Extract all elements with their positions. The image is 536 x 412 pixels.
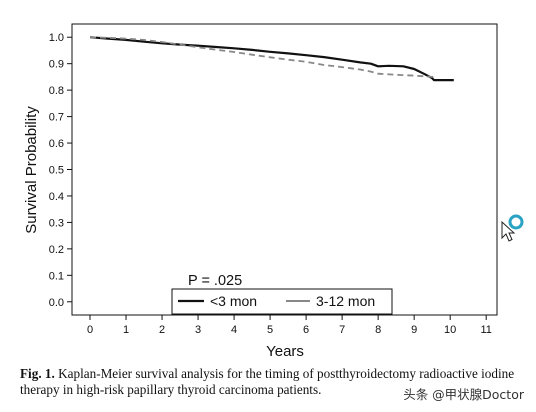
x-tick-label: 2: [159, 324, 165, 336]
y-axis-label: Survival Probability: [23, 106, 40, 234]
plot-frame: [71, 23, 498, 316]
legend: <3 mon 3-12 mon: [171, 288, 393, 315]
x-tick-label: 3: [195, 324, 201, 336]
x-tick-label: 10: [444, 324, 456, 336]
y-tick-label: 0.2: [49, 244, 64, 256]
y-tick-label: 0.3: [49, 217, 64, 229]
y-tick-label: 0.9: [49, 59, 64, 71]
series-line-3-12-mon: [89, 36, 437, 78]
x-tick-label: 5: [267, 324, 273, 336]
y-tick-label: 0.6: [49, 138, 64, 150]
y-tick-label: 0.5: [49, 165, 64, 177]
legend-box: [171, 288, 393, 315]
x-tick-label: 11: [480, 324, 491, 336]
x-axis: 0 1 2 3 4 5 6 7 8 9 10 11: [87, 315, 492, 336]
x-tick-label: 9: [411, 324, 417, 336]
y-tick-label: 0.0: [49, 297, 64, 309]
x-axis-label: Years: [266, 343, 304, 360]
y-tick-label: 0.1: [49, 270, 64, 282]
y-axis: 0.0 0.1 0.2 0.3 0.4 0.5 0.6 0.7 0.8 0.9 1.0: [49, 32, 72, 309]
x-tick-label: 6: [303, 324, 309, 336]
x-tick-label: 8: [375, 324, 381, 336]
figure-caption: Fig. 1. Kaplan-Meier survival analysis f…: [20, 366, 520, 398]
y-tick-label: 1.0: [49, 32, 64, 44]
y-tick-label: 0.4: [49, 191, 64, 203]
x-tick-label: 0: [87, 324, 93, 336]
figure-caption-label: Fig. 1.: [20, 366, 55, 381]
busy-cursor-icon: [501, 214, 524, 242]
series-layer: [89, 36, 454, 82]
series-line-lt3-mon: [89, 36, 454, 82]
y-tick-label: 0.7: [49, 112, 64, 124]
figure-caption-text: Kaplan-Meier survival analysis for the t…: [20, 366, 515, 397]
p-value-annotation: P = .025: [188, 273, 242, 289]
x-tick-label: 1: [123, 324, 129, 336]
legend-label-lt3: <3 mon: [210, 293, 257, 309]
x-tick-label: 7: [339, 324, 345, 336]
x-tick-label: 4: [231, 324, 237, 336]
y-tick-label: 0.8: [49, 85, 64, 97]
legend-label-3to12: 3-12 mon: [316, 293, 375, 309]
watermark: 头条 @甲状腺Doctor: [403, 387, 524, 402]
